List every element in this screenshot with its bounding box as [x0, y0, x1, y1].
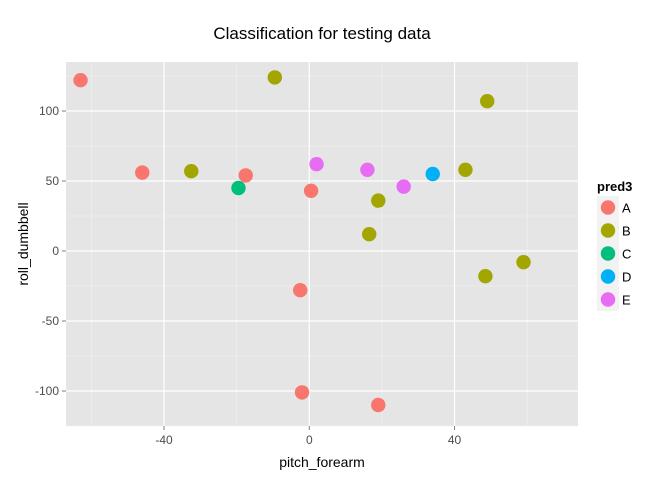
data-point-e [396, 179, 411, 194]
data-point-a [294, 385, 310, 400]
legend-title: pred3 [597, 179, 632, 194]
legend-key-a [600, 200, 616, 215]
y-tick-label: 0 [52, 244, 59, 258]
x-tick-label: -40 [155, 433, 173, 447]
data-point-a [73, 73, 88, 88]
major-gridlines [66, 62, 578, 426]
data-point-b [516, 255, 531, 270]
data-points [73, 70, 531, 413]
x-axis-label: pitch_forearm [279, 454, 365, 470]
data-point-b [267, 70, 282, 85]
data-point-a [371, 397, 386, 413]
data-point-a [303, 183, 319, 198]
legend-label-c: C [622, 247, 631, 262]
data-point-a [135, 165, 150, 180]
chart-title: Classification for testing data [213, 24, 431, 43]
plot-panel [66, 62, 578, 426]
y-tick-label: 50 [46, 174, 60, 188]
legend-key-d [600, 269, 616, 284]
data-point-d [425, 166, 440, 182]
legend-label-b: B [622, 224, 631, 239]
y-tick-label: -100 [35, 384, 59, 398]
legend-label-d: D [622, 270, 631, 285]
data-point-a [293, 283, 308, 298]
x-axis: -40 0 40 [155, 426, 462, 447]
x-tick-label: 40 [448, 433, 462, 447]
legend-label-e: E [622, 293, 631, 308]
data-point-e [309, 157, 324, 172]
legend-key-b [600, 223, 616, 238]
y-axis-label: roll_dumbbell [15, 202, 31, 285]
data-point-e [360, 162, 375, 177]
data-point-b [371, 193, 386, 208]
data-point-a [238, 168, 253, 183]
minor-gridlines [66, 62, 578, 427]
data-point-b [362, 227, 377, 242]
x-tick-label: 0 [306, 433, 313, 447]
y-tick-label: 100 [39, 104, 59, 118]
data-point-b [184, 164, 199, 179]
legend-label-a: A [622, 201, 631, 216]
data-point-b [458, 162, 473, 177]
y-tick-label: -50 [42, 314, 60, 328]
y-axis: -100 -50 0 50 100 [35, 104, 66, 398]
data-point-c [231, 180, 246, 196]
legend-key-c [600, 246, 616, 261]
data-point-b [480, 94, 495, 109]
data-point-b [478, 269, 493, 284]
legend-key-e [600, 292, 616, 307]
